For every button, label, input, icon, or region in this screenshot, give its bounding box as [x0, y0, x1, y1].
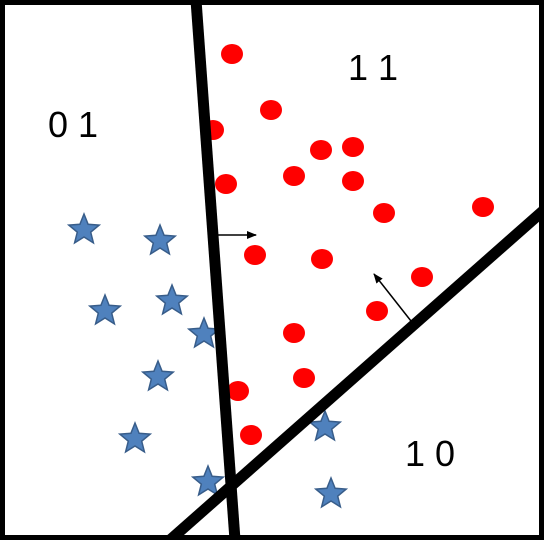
- red-dot: [310, 140, 332, 160]
- red-dot: [342, 171, 364, 191]
- red-dot: [240, 425, 262, 445]
- red-dot: [283, 323, 305, 343]
- region-label-10: 1 0: [405, 433, 455, 474]
- region-label-01: 0 1: [48, 104, 98, 145]
- red-dot: [373, 203, 395, 223]
- red-dot: [244, 245, 266, 265]
- red-dot: [215, 174, 237, 194]
- red-dot: [366, 301, 388, 321]
- red-dot: [411, 267, 433, 287]
- region-label-11: 1 1: [348, 47, 398, 88]
- red-dot: [342, 137, 364, 157]
- red-dot: [311, 249, 333, 269]
- red-dot: [472, 197, 494, 217]
- red-dot: [221, 44, 243, 64]
- red-dot: [260, 100, 282, 120]
- red-dot: [293, 368, 315, 388]
- red-dot: [283, 166, 305, 186]
- red-dot: [227, 381, 249, 401]
